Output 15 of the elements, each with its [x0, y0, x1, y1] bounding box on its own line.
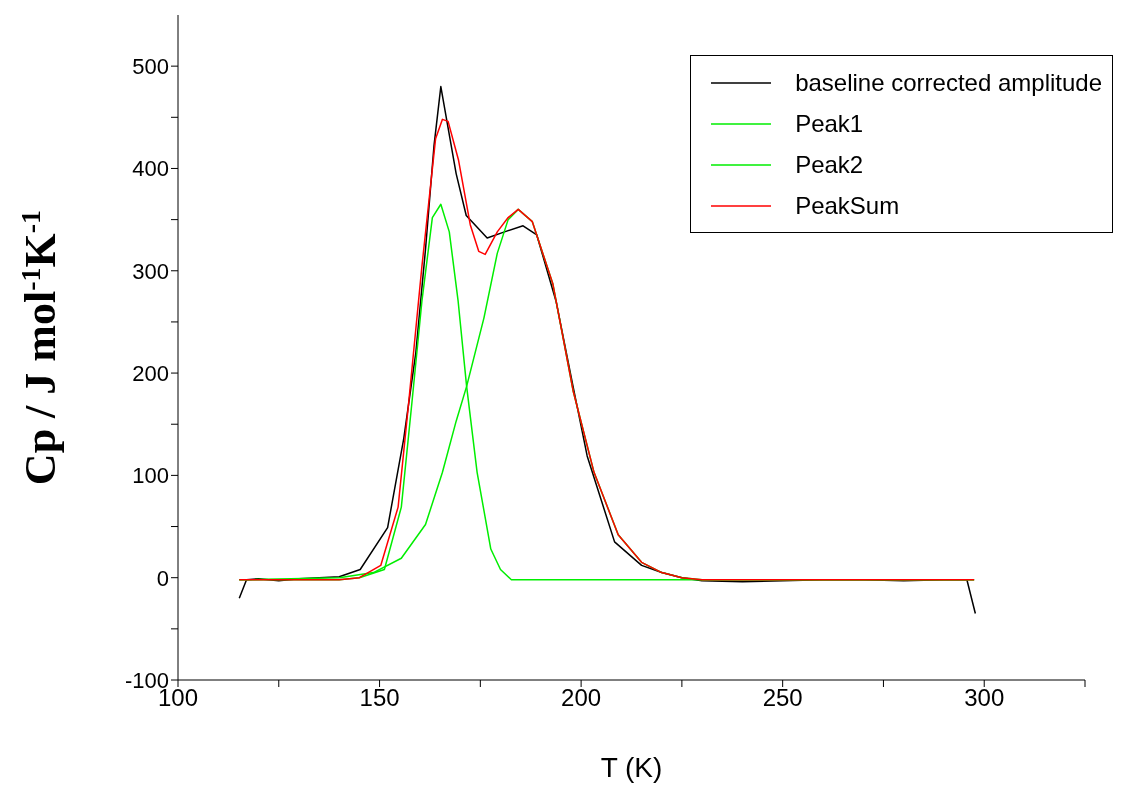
- y-tick-label: 300: [132, 258, 169, 284]
- x-axis-title: T (K): [600, 752, 663, 783]
- legend-label: PeakSum: [795, 191, 900, 220]
- y-tick-label: 0: [156, 565, 169, 591]
- y-tick-label: 200: [132, 360, 169, 386]
- y-tick-label: 500: [132, 53, 169, 79]
- legend-label: Peak1: [795, 109, 864, 138]
- x-tick-label: 200: [561, 684, 602, 712]
- legend-label: baseline corrected amplitude: [795, 68, 1102, 97]
- x-tick-label: 300: [964, 684, 1005, 712]
- x-tick-label: 250: [762, 684, 803, 712]
- y-tick-label: 100: [132, 463, 169, 489]
- y-tick-label: 400: [132, 156, 169, 182]
- x-tick-label: 150: [359, 684, 400, 712]
- legend-label: Peak2: [795, 150, 864, 179]
